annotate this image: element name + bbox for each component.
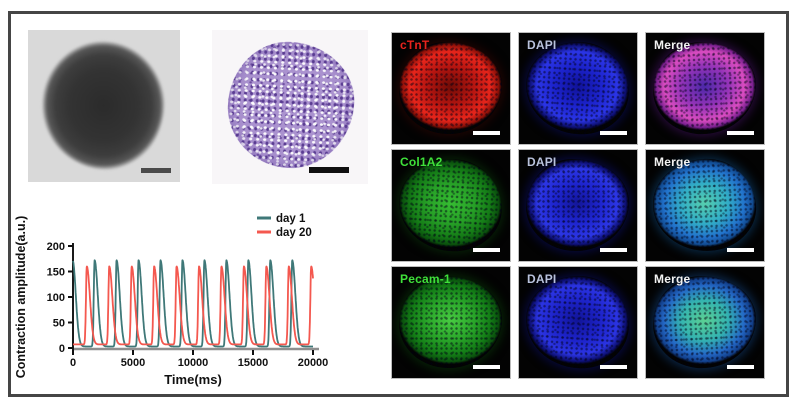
scale-bar: [473, 131, 500, 135]
spheroid-fluorescence: [650, 273, 759, 371]
brightfield-image: [28, 30, 180, 182]
svg-text:0: 0: [70, 357, 76, 369]
panel-label: cTnT: [400, 38, 430, 52]
spheroid-fluorescence: [650, 156, 759, 254]
scale-bar: [600, 365, 627, 369]
panel-label: DAPI: [527, 155, 557, 169]
fluorescence-grid: cTnT DAPI Merge Col1A2 DAPI Merge: [391, 32, 765, 379]
svg-text:100: 100: [47, 292, 65, 304]
fluorescence-panel-dapi-1: DAPI: [518, 32, 638, 145]
fluorescence-panel-dapi-3: DAPI: [518, 266, 638, 379]
scale-bar: [727, 248, 754, 252]
svg-text:10000: 10000: [178, 357, 209, 369]
contraction-chart-area: 0 5000 10000 15000 20000 0 50 100 150 200 Time(ms)…: [11, 206, 379, 394]
fluorescence-panel-merge-2: Merge: [645, 149, 765, 262]
spheroid-fluorescence: [650, 39, 759, 137]
svg-text:Time(ms): Time(ms): [164, 372, 222, 387]
scale-bar: [600, 248, 627, 252]
scale-bar: [473, 248, 500, 252]
svg-text:Contraction amplitude(a.u.): Contraction amplitude(a.u.): [14, 216, 28, 379]
svg-text:50: 50: [53, 318, 65, 330]
scale-bar: [600, 131, 627, 135]
svg-text:20000: 20000: [298, 357, 329, 369]
scale-bar: [141, 168, 171, 173]
fluorescence-panel-col1a2: Col1A2: [391, 149, 511, 262]
svg-text:day 1: day 1: [276, 213, 306, 225]
fluorescence-panel-pecam1: Pecam-1: [391, 266, 511, 379]
svg-text:150: 150: [47, 267, 65, 279]
panel-label: Merge: [654, 272, 691, 286]
spheroid-fluorescence: [522, 38, 632, 138]
spheroid-fluorescence: [399, 275, 502, 369]
histology-image: [212, 30, 368, 184]
fluorescence-panel-merge-1: Merge: [645, 32, 765, 145]
spheroid-fluorescence: [399, 41, 502, 135]
panel-label: DAPI: [527, 272, 557, 286]
spheroid-fluorescence: [395, 155, 505, 255]
scale-bar: [727, 131, 754, 135]
spheroid-fluorescence: [526, 158, 629, 252]
spheroid-fluorescence: [522, 272, 632, 372]
svg-text:15000: 15000: [238, 357, 269, 369]
svg-text:5000: 5000: [121, 357, 145, 369]
svg-text:200: 200: [47, 241, 65, 253]
svg-text:day 20: day 20: [276, 227, 312, 239]
figure-panel: 0 5000 10000 15000 20000 0 50 100 150 200 Time(ms)…: [8, 11, 789, 397]
panel-label: Merge: [654, 155, 691, 169]
contraction-chart: 0 5000 10000 15000 20000 0 50 100 150 200 Time(ms)…: [14, 213, 329, 387]
panel-label: Merge: [654, 38, 691, 52]
fluorescence-panel-merge-3: Merge: [645, 266, 765, 379]
panel-label: Pecam-1: [400, 272, 451, 286]
spheroid-brightfield: [37, 36, 170, 174]
scale-bar: [309, 167, 349, 173]
panel-label: Col1A2: [400, 155, 443, 169]
fluorescence-panel-dapi-2: DAPI: [518, 149, 638, 262]
scale-bar: [473, 365, 500, 369]
fluorescence-panel-ctnt: cTnT: [391, 32, 511, 145]
panel-label: DAPI: [527, 38, 557, 52]
svg-text:0: 0: [59, 343, 65, 355]
scale-bar: [727, 365, 754, 369]
spheroid-histology: [224, 39, 358, 172]
